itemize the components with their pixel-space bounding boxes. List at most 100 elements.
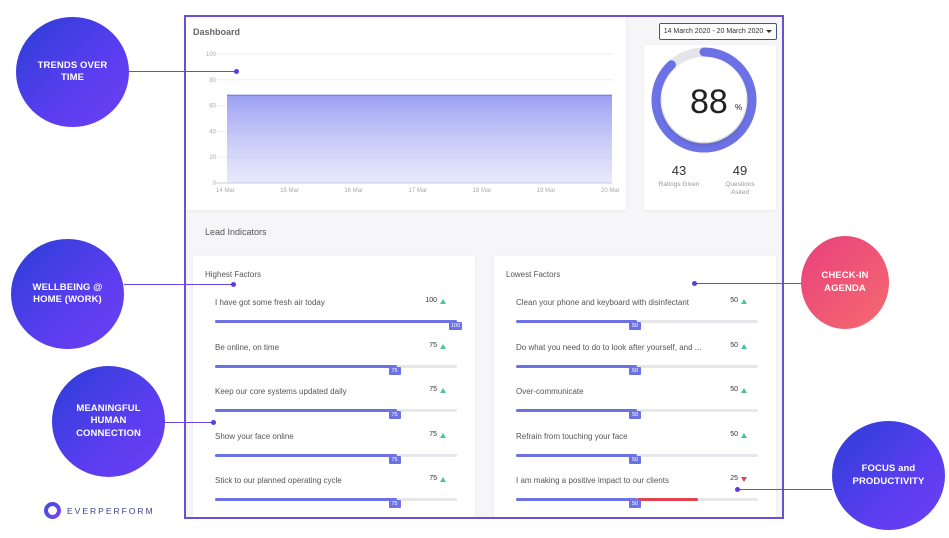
score-unit: % [735,103,743,112]
ratings-given-value: 43 [671,163,687,178]
page-title: Dashboard [193,27,241,37]
factor-bar-fill [516,498,637,501]
callout-wellbeing: WELLBEING @ HOME (WORK) [11,239,124,349]
date-range-picker[interactable]: 14 March 2020 - 20 March 2020 [659,23,777,40]
x-tick-label: 16 Mar [344,188,363,194]
callout-trends-over-time: TRENDS OVER TIME [16,17,129,127]
lead-indicators-title: Lead Indicators [205,227,267,237]
factor-bar-decline [637,498,698,501]
factor-label: I am making a positive impact to our cli… [516,476,669,485]
score-panel: 88 % 43 Ratings Given 49 Questions Asked [644,45,776,210]
factor-bar-track: 75 [215,409,457,419]
connector-dot-checkin [692,281,697,286]
x-tick-label: 14 Mar [216,188,235,194]
y-tick-label: 20 [209,155,216,161]
factor-bar-track: 50 [516,320,758,330]
connector-dot-focus [735,487,740,492]
highest-factors-panel: Highest Factors I have got some fresh ai… [193,256,475,517]
questions-asked-value: 49 [732,163,748,178]
connector-focus [738,489,832,490]
score-gauge [651,47,757,153]
questions-asked-label: Questions Asked [725,181,755,197]
logo-text: EVERPERFORM [67,505,155,516]
factor-bar-track: 50 [516,364,758,375]
factor-label: Stick to our planned operating cycle [215,476,342,485]
factor-label: Show your face online [215,431,294,441]
factor-value: 100 [425,297,437,304]
trend-up-icon [440,432,446,438]
caret-down-icon [766,30,773,33]
factor-bar-fill [516,453,637,457]
factor-label: Refrain from touching your face [516,431,628,441]
factor-bar-fill [215,453,397,457]
everperform-logo: EVERPERFORM [44,502,155,519]
factor-value: 50 [730,430,738,438]
factor-value: 50 [730,297,738,304]
trend-up-icon [440,299,446,304]
factor-label: Keep our core systems updated daily [215,387,347,396]
factor-bar-badge: 75 [388,455,401,464]
gauge-arc [651,47,757,153]
factor-value: 75 [429,386,437,393]
connector-checkin [695,283,801,284]
callout-focus-productivity: FOCUS and PRODUCTIVITY [832,421,945,530]
y-tick-label: 0 [213,181,217,187]
connector-meaningful [165,422,213,423]
lowest-factors-title: Lowest Factors [506,270,561,279]
factor-bar-fill [215,498,397,501]
highest-factors-title: Highest Factors [205,270,262,279]
factor-label: I have got some fresh air today [215,298,325,307]
logo-icon [44,502,61,519]
dashboard-frame: Dashboard 100 80 60 40 20 0 14 Mar 15 Mar 16 Mar… [184,15,784,519]
x-tick-label: 17 Mar [409,188,428,194]
connector-trends [129,71,237,72]
factor-bar-fill [516,409,637,412]
factor-bar-badge: 50 [629,366,641,375]
factor-bar-badge: 100 [449,322,463,330]
trend-chart: 100 80 60 40 20 014 Mar 15 Mar 16 Mar 17 Mar 18 M… [206,52,620,194]
factor-bar-badge: 50 [629,411,641,419]
factor-value: 25 [730,475,738,482]
trend-up-icon [440,343,446,349]
factor-bar-badge: 75 [388,366,401,375]
factor-bar-track: 100 [215,320,463,330]
trend-up-icon [440,477,446,482]
factor-bar-track: 75 [215,498,457,508]
factor-bar-track: 50 [516,498,758,508]
factor-label: Be online, on time [215,342,280,352]
factor-bar-track: 75 [215,453,457,464]
factor-bar-track: 75 [215,364,457,375]
factor-value: 75 [429,475,437,482]
callout-meaningful-connection: MEANINGFUL HUMAN CONNECTION [52,366,165,477]
trend-down-icon [741,477,747,482]
factor-bar-badge: 50 [629,322,641,330]
ratings-given-label: Ratings Given [658,181,700,188]
trend-up-icon [440,388,446,393]
factor-value: 50 [730,386,738,393]
y-tick-label: 60 [209,104,216,110]
gauge-face [662,58,746,142]
y-tick-label: 80 [209,78,216,84]
date-range-label: 14 March 2020 - 20 March 2020 [663,28,764,35]
connector-dot-trends [234,69,239,74]
connector-dot-meaningful [211,420,216,425]
factor-value: 75 [429,341,437,349]
trend-up-icon [741,388,747,393]
factor-bar-badge: 75 [388,500,401,508]
score-value: 88 [690,83,728,121]
trend-up-icon [741,299,747,304]
y-tick-label: 40 [209,129,216,135]
factor-label: Over-communicate [516,387,584,396]
factor-bar-fill [215,409,397,412]
factor-bar-track: 50 [516,409,758,419]
trend-area [227,95,612,183]
factor-label: Do what you need to do to look after you… [516,342,702,352]
y-tick-label: 100 [206,52,217,58]
x-tick-label: 20 Mar [601,188,620,194]
trend-up-icon [741,343,747,349]
factor-bar-track: 50 [516,453,758,464]
factor-bar-fill [215,364,397,368]
callout-check-in-agenda: CHECK-IN AGENDA [801,236,889,329]
factor-bar-fill [516,364,637,368]
trend-up-icon [741,432,747,438]
